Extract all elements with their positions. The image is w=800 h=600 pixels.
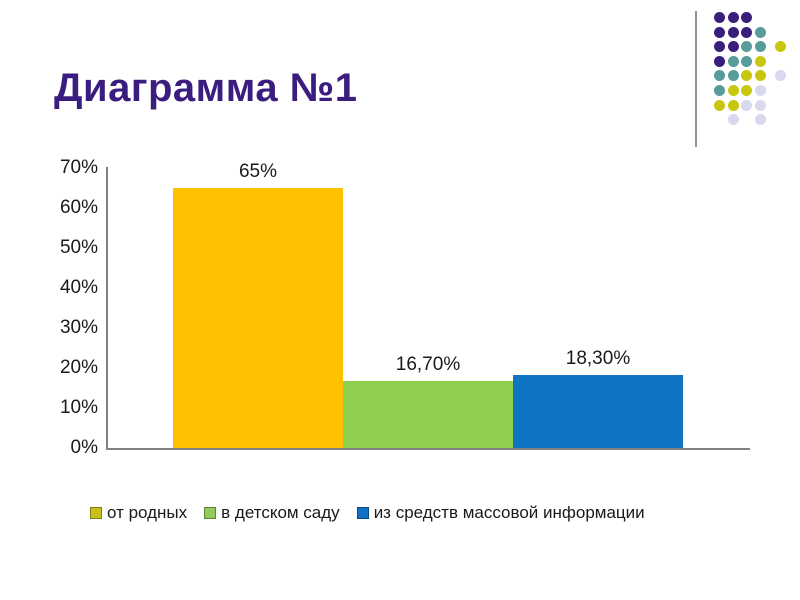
decoration-vertical-line — [695, 11, 697, 147]
legend-key-swatch — [356, 507, 369, 519]
decoration-dot — [714, 70, 725, 82]
legend-item: из средств массовой информации — [356, 503, 645, 523]
y-tick-label: 20% — [59, 357, 98, 378]
y-tick-label: 60% — [59, 197, 98, 218]
decoration-dot — [714, 99, 725, 111]
y-tick-label: 70% — [59, 157, 98, 178]
decoration-dot — [741, 99, 752, 111]
legend-key-swatch — [204, 507, 217, 519]
decoration-dot — [754, 70, 766, 82]
decoration-dot — [754, 26, 766, 38]
decoration-dot — [774, 70, 786, 82]
bar-data-label: 18,30% — [565, 348, 631, 369]
decoration-dot — [774, 41, 786, 53]
decoration-dot — [754, 99, 766, 111]
decoration-dot — [727, 114, 739, 126]
decoration-dot — [714, 26, 725, 38]
decoration-dot — [741, 85, 752, 96]
legend-key-swatch — [90, 507, 102, 519]
decoration-dot — [741, 70, 752, 82]
decoration-dot — [727, 70, 739, 82]
decoration-dot — [741, 55, 752, 67]
plot-area: 65% 16,70% 18,30% — [108, 161, 748, 448]
decoration-dot — [754, 55, 766, 67]
chart-legend: от родных в детском саду из средств массов… — [90, 502, 645, 524]
decoration-dot — [727, 55, 739, 67]
decoration-dot — [727, 41, 739, 53]
decoration-dot — [754, 41, 766, 53]
y-tick-label: 50% — [59, 237, 98, 258]
decoration-dot — [741, 26, 752, 38]
decoration-dot — [714, 85, 725, 96]
y-tick-label: 0% — [70, 437, 98, 458]
bar-2 — [513, 375, 683, 448]
y-tick-label: 30% — [59, 317, 98, 338]
y-axis-line — [106, 167, 108, 450]
decoration-dot — [754, 114, 766, 126]
decoration-dot — [754, 85, 766, 96]
bar-1 — [343, 381, 513, 448]
decoration-dot — [714, 55, 725, 67]
legend-label: из средств массовой информации — [373, 503, 645, 522]
bar-data-label: 16,70% — [395, 354, 461, 375]
decoration-dot — [727, 12, 739, 23]
decoration-dot — [741, 41, 752, 53]
decoration-dot — [714, 12, 725, 23]
y-tick-label: 40% — [59, 277, 98, 298]
decoration-dot — [727, 26, 739, 38]
decoration-dot — [727, 85, 739, 96]
bar-data-label: 65% — [238, 161, 278, 182]
decoration-dot — [727, 99, 739, 111]
legend-item: в детском саду — [204, 503, 340, 523]
bar-0 — [173, 188, 343, 448]
legend-label: от родных — [107, 503, 188, 522]
legend-item: от родных — [90, 503, 187, 523]
y-axis-labels: 70% 60% 50% 40% 30% 20% 10% 0% — [40, 157, 98, 458]
decoration-dots — [714, 12, 800, 147]
decoration-dot — [741, 12, 752, 23]
legend-label: в детском саду — [221, 503, 340, 522]
x-axis-line — [106, 448, 750, 450]
slide-title: Диаграмма №1 — [54, 66, 358, 110]
decoration-dot — [714, 41, 725, 53]
y-tick-label: 10% — [59, 397, 98, 418]
